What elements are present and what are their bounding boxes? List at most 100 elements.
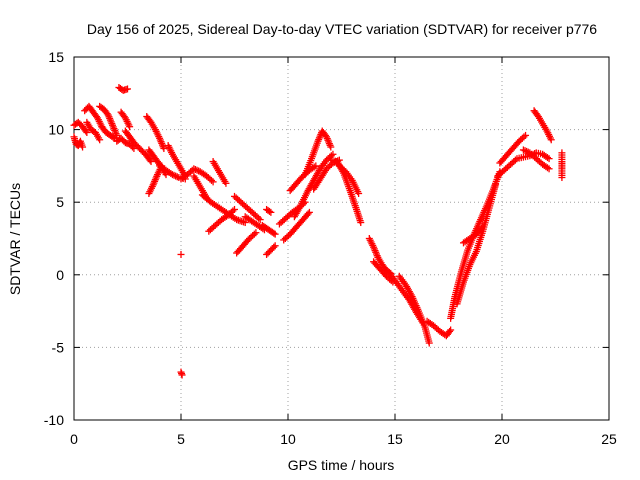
chart-title: Day 156 of 2025, Sidereal Day-to-day VTE… (87, 21, 597, 37)
axis-ticks (73, 56, 610, 421)
data-point (519, 146, 527, 154)
series-arc-08 (115, 83, 131, 94)
data-point (191, 166, 199, 174)
series-arc-33 (301, 127, 335, 179)
series-arc-45 (494, 149, 553, 180)
series-arc-18 (177, 165, 217, 186)
data-point (477, 224, 485, 232)
data-point (267, 208, 275, 216)
series-arc-49 (558, 149, 566, 182)
data-point (447, 326, 455, 334)
data-point (329, 150, 337, 158)
grid-lines (74, 57, 609, 420)
data-point (168, 171, 176, 179)
series-arc-23 (231, 192, 264, 224)
data-point (222, 179, 230, 187)
data-point (178, 371, 186, 379)
series-arc-05 (96, 102, 121, 139)
data-point (126, 123, 134, 131)
data-point (207, 176, 215, 184)
series-arc-17 (177, 368, 186, 379)
series-arc-24 (233, 229, 260, 257)
data-point (522, 131, 530, 139)
series-arc-09 (117, 108, 134, 131)
x-tick-label: 10 (280, 431, 296, 447)
data-point (256, 216, 264, 224)
data-point (173, 173, 181, 181)
series-arc-44 (459, 223, 487, 247)
data-point (446, 327, 454, 335)
data-point (190, 165, 198, 173)
y-axis-label: SDTVAR / TECUs (7, 183, 23, 295)
data-point (177, 250, 185, 258)
data-point (547, 136, 555, 144)
data-point (270, 243, 278, 251)
series-arc-11 (143, 113, 168, 152)
y-tick-label: 15 (48, 49, 64, 65)
data-point (310, 163, 318, 171)
data-point (83, 129, 91, 137)
data-point (523, 147, 531, 155)
data-point (109, 133, 117, 141)
data-point (255, 214, 263, 222)
data-point (170, 171, 178, 179)
data-point (271, 242, 279, 250)
plot-frame (73, 56, 610, 421)
data-point (271, 230, 279, 238)
x-tick-label: 5 (177, 431, 185, 447)
data-point (521, 147, 529, 155)
series-arc-16 (177, 250, 185, 258)
data-point (304, 210, 312, 218)
data-point (193, 166, 201, 174)
data-point (229, 207, 237, 215)
series-arc-47 (530, 107, 555, 144)
series-arc-15 (164, 142, 189, 180)
series-arc-21 (205, 205, 238, 235)
data-point (146, 156, 154, 164)
series-arc-43 (453, 181, 500, 308)
data-point (545, 165, 553, 173)
y-tick-label: -5 (52, 339, 65, 355)
data-point (479, 223, 487, 231)
series-arc-04 (83, 118, 104, 144)
data-point (545, 155, 553, 163)
data-point (270, 229, 278, 237)
series-arc-41 (423, 317, 455, 340)
data-point (147, 158, 155, 166)
series-arc-01 (70, 133, 87, 151)
y-tick-labels: -10 -5 0 5 10 15 (44, 49, 64, 428)
series-arc-10 (121, 127, 155, 166)
series-arc-48 (519, 146, 553, 173)
series-arc-26 (258, 221, 279, 238)
data-point (312, 162, 320, 170)
y-tick-label: -10 (44, 412, 64, 428)
series-arc-06 (98, 123, 119, 142)
x-axis-label: GPS time / hours (288, 457, 395, 473)
x-tick-label: 20 (494, 431, 510, 447)
data-point (96, 136, 104, 144)
data-point (327, 143, 335, 151)
data-point (543, 154, 551, 162)
data-point (558, 174, 566, 182)
y-tick-label: 5 (56, 194, 64, 210)
data-point (492, 181, 500, 189)
series-arc-02 (70, 118, 91, 137)
data-point (209, 178, 217, 186)
x-tick-labels: 0 5 10 15 20 25 (70, 431, 617, 447)
data-point (265, 207, 273, 215)
data-point (79, 143, 87, 151)
data-point (520, 133, 528, 141)
x-tick-label: 0 (70, 431, 78, 447)
series-arc-30 (280, 208, 313, 244)
data-point (82, 127, 90, 135)
series-arc-27 (263, 242, 279, 258)
series-arc-28 (263, 205, 275, 216)
series-arc-36 (335, 162, 363, 197)
data-point (160, 144, 168, 152)
data-points (70, 83, 566, 379)
data-point (231, 205, 238, 213)
data-point (355, 189, 363, 197)
data-point (305, 208, 313, 216)
data-point (250, 230, 258, 238)
